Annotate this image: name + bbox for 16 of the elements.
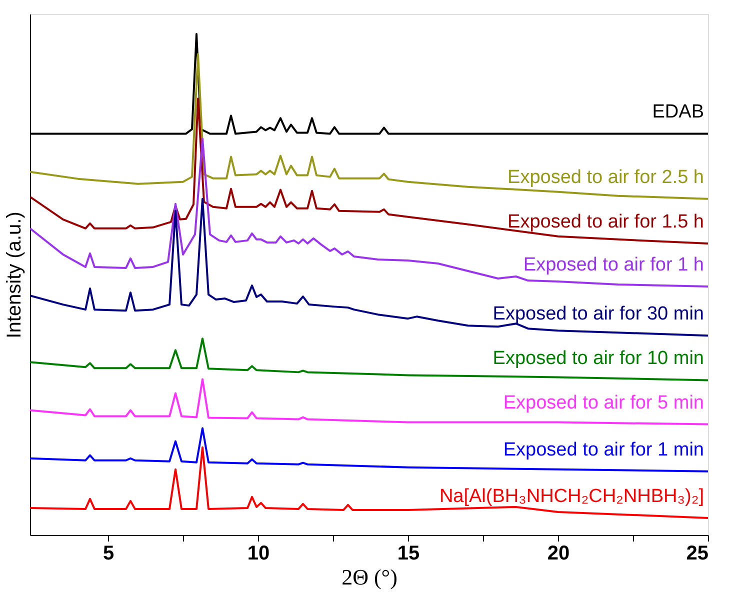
series-label: Exposed to air for 10 min <box>492 348 704 370</box>
series-label: Exposed to air for 1 min <box>503 439 704 460</box>
x-tick-label: 10 <box>247 542 270 564</box>
series-label: Exposed to air for 2.5 h <box>508 166 704 188</box>
x-tick-label: 5 <box>102 542 114 564</box>
x-tick-label: 15 <box>397 542 420 564</box>
series-label: Exposed to air for 1.5 h <box>508 211 704 232</box>
x-tick-label: 25 <box>686 542 708 564</box>
x-tick-label: 20 <box>547 542 570 564</box>
x-axis-title: 2Θ (°) <box>342 564 398 590</box>
series-label: Na[Al(BH₃NHCH₂CH₂NHBH₃)₂] <box>439 486 704 507</box>
series-label: EDAB <box>652 102 704 123</box>
series-label: Exposed to air for 1 h <box>523 254 704 276</box>
series-label: Exposed to air for 5 min <box>503 392 704 414</box>
y-axis-title: Intensity (a.u.) <box>4 212 26 338</box>
series-label: Exposed to air for 30 min <box>492 304 704 325</box>
